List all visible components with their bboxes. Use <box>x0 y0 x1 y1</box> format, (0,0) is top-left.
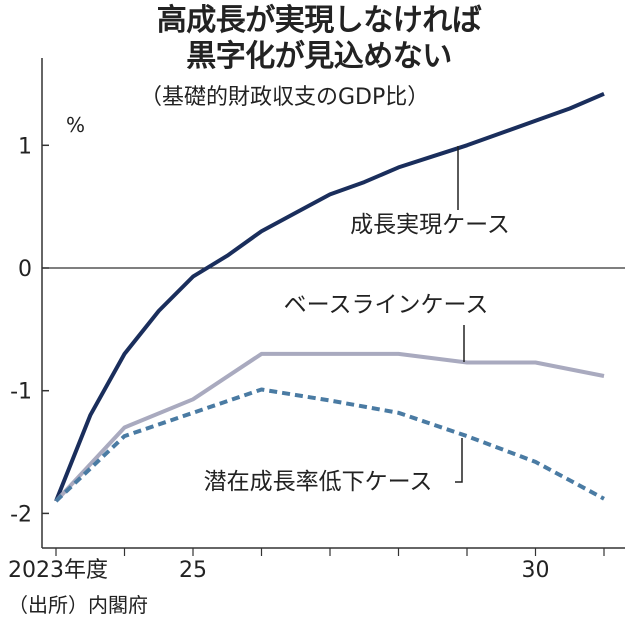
x-tick-label: 2023年度 <box>8 558 108 583</box>
y-axis-unit: % <box>66 113 86 137</box>
series-label-baseline: ベースラインケース <box>284 292 489 318</box>
x-tick-label: 30 <box>522 558 550 583</box>
y-tick-label: 0 <box>18 257 32 282</box>
x-tick-label: 25 <box>179 558 207 583</box>
series-label-growth: 成長実現ケース <box>350 212 510 238</box>
series-layer <box>54 91 605 503</box>
chart-title-line-2: 黒字化が見込めない <box>186 39 452 74</box>
series-label-low-potential: 潜在成長率低下ケース <box>204 469 433 495</box>
axes: 1 0 -1 -2 2023年度 25 30 <box>8 58 625 583</box>
series-line-low-potential <box>54 387 605 503</box>
chart-subtitle: （基礎的財政収支のGDP比） <box>140 85 430 110</box>
chart-title-line-1: 高成長が実現しなければ <box>156 3 482 38</box>
source-note: （出所）内閣府 <box>8 593 148 617</box>
y-tick-label: 1 <box>18 134 32 159</box>
y-tick-label: -2 <box>10 502 32 527</box>
y-tick-label: -1 <box>10 380 32 405</box>
series-line-growth <box>54 91 605 502</box>
leader-line <box>455 438 463 483</box>
series-line-baseline <box>54 351 605 503</box>
